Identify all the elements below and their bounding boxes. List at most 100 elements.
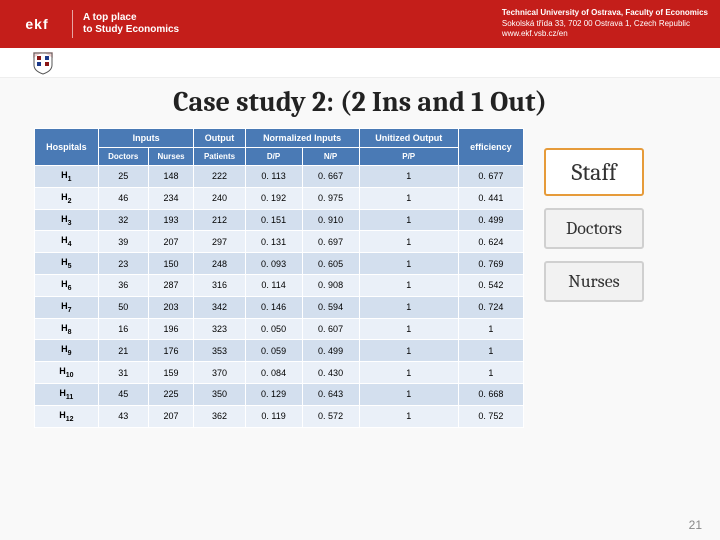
table-cell: 23 [98, 253, 148, 275]
table-cell: 0. 724 [458, 296, 523, 318]
table-row: H4392072970. 1310. 69710. 624 [35, 231, 524, 253]
table-cell: 0. 430 [302, 362, 359, 384]
table-cell: 1 [359, 362, 458, 384]
table-cell: 370 [194, 362, 245, 384]
table-cell: 176 [148, 340, 194, 362]
university-crest-icon [30, 50, 56, 76]
divider [72, 10, 73, 38]
table-cell: 0. 050 [245, 318, 302, 340]
table-cell: 0. 129 [245, 383, 302, 405]
table-cell: 240 [194, 187, 245, 209]
doctors-box: Doctors [544, 208, 644, 249]
header-banner: ekf A top place to Study Economics Techn… [0, 0, 720, 48]
table-cell: 1 [458, 318, 523, 340]
table-cell: 193 [148, 209, 194, 231]
col-efficiency: efficiency [458, 129, 523, 166]
table-cell: 0. 572 [302, 405, 359, 427]
table-cell: 0. 697 [302, 231, 359, 253]
table-cell: 362 [194, 405, 245, 427]
table-cell: 46 [98, 187, 148, 209]
table-cell: 0. 131 [245, 231, 302, 253]
table-cell: 0. 605 [302, 253, 359, 275]
table-cell: 287 [148, 274, 194, 296]
university-name: Technical University of Ostrava, Faculty… [502, 8, 708, 18]
table-cell: 148 [148, 166, 194, 188]
tagline-line1: A top place [83, 12, 179, 24]
table-cell: 316 [194, 274, 245, 296]
table-cell: 1 [359, 253, 458, 275]
table-cell: 0. 192 [245, 187, 302, 209]
table-cell: 212 [194, 209, 245, 231]
table-row: H8161963230. 0500. 60711 [35, 318, 524, 340]
table-row: H7502033420. 1460. 59410. 724 [35, 296, 524, 318]
table-cell: 297 [194, 231, 245, 253]
table-cell: 0. 499 [458, 209, 523, 231]
university-url: www.ekf.vsb.cz/en [502, 29, 708, 39]
table-cell: 16 [98, 318, 148, 340]
ekf-logo: ekf [12, 14, 62, 34]
table-cell: 0. 667 [302, 166, 359, 188]
table-cell: 1 [359, 340, 458, 362]
header-right: Technical University of Ostrava, Faculty… [502, 8, 708, 39]
row-label: H11 [35, 383, 99, 405]
table-cell: 1 [458, 362, 523, 384]
table-cell: 353 [194, 340, 245, 362]
row-label: H10 [35, 362, 99, 384]
table-cell: 32 [98, 209, 148, 231]
table-cell: 31 [98, 362, 148, 384]
table-header: Hospitals Inputs Output Normalized Input… [35, 129, 524, 166]
table-cell: 1 [359, 383, 458, 405]
table-cell: 0. 499 [302, 340, 359, 362]
col-inputs: Inputs [98, 129, 194, 148]
table-cell: 0. 752 [458, 405, 523, 427]
col-doctors: Doctors [98, 148, 148, 166]
table-cell: 196 [148, 318, 194, 340]
table-cell: 50 [98, 296, 148, 318]
table-cell: 43 [98, 405, 148, 427]
row-label: H9 [35, 340, 99, 362]
col-patients: Patients [194, 148, 245, 166]
table-cell: 0. 113 [245, 166, 302, 188]
col-normalized: Normalized Inputs [245, 129, 359, 148]
staff-box: Staff [544, 148, 644, 196]
table-cell: 0. 643 [302, 383, 359, 405]
table-cell: 150 [148, 253, 194, 275]
col-nurses: Nurses [148, 148, 194, 166]
row-label: H12 [35, 405, 99, 427]
col-hospitals: Hospitals [35, 129, 99, 166]
table-cell: 0. 119 [245, 405, 302, 427]
tagline: A top place to Study Economics [83, 12, 179, 36]
table-cell: 1 [359, 166, 458, 188]
col-dp: D/P [245, 148, 302, 166]
table-cell: 1 [359, 405, 458, 427]
table-cell: 0. 908 [302, 274, 359, 296]
page-number: 21 [689, 518, 702, 532]
row-label: H8 [35, 318, 99, 340]
col-np: N/P [302, 148, 359, 166]
table-cell: 0. 542 [458, 274, 523, 296]
row-label: H6 [35, 274, 99, 296]
row-label: H3 [35, 209, 99, 231]
table-cell: 0. 677 [458, 166, 523, 188]
table-cell: 350 [194, 383, 245, 405]
table-cell: 0. 607 [302, 318, 359, 340]
table-cell: 45 [98, 383, 148, 405]
table-row: H1251482220. 1130. 66710. 677 [35, 166, 524, 188]
table-cell: 0. 624 [458, 231, 523, 253]
crest-strip [0, 48, 720, 78]
table-cell: 0. 114 [245, 274, 302, 296]
row-label: H7 [35, 296, 99, 318]
table-cell: 1 [359, 231, 458, 253]
table-cell: 1 [359, 274, 458, 296]
table-cell: 0. 668 [458, 383, 523, 405]
side-smartart: Staff Doctors Nurses [544, 148, 644, 302]
col-output: Output [194, 129, 245, 148]
row-label: H2 [35, 187, 99, 209]
table-row: H12432073620. 1190. 57210. 752 [35, 405, 524, 427]
content-area: Hospitals Inputs Output Normalized Input… [0, 128, 720, 428]
table-cell: 207 [148, 405, 194, 427]
table-cell: 222 [194, 166, 245, 188]
table-cell: 1 [359, 187, 458, 209]
row-label: H4 [35, 231, 99, 253]
table-row: H9211763530. 0590. 49911 [35, 340, 524, 362]
